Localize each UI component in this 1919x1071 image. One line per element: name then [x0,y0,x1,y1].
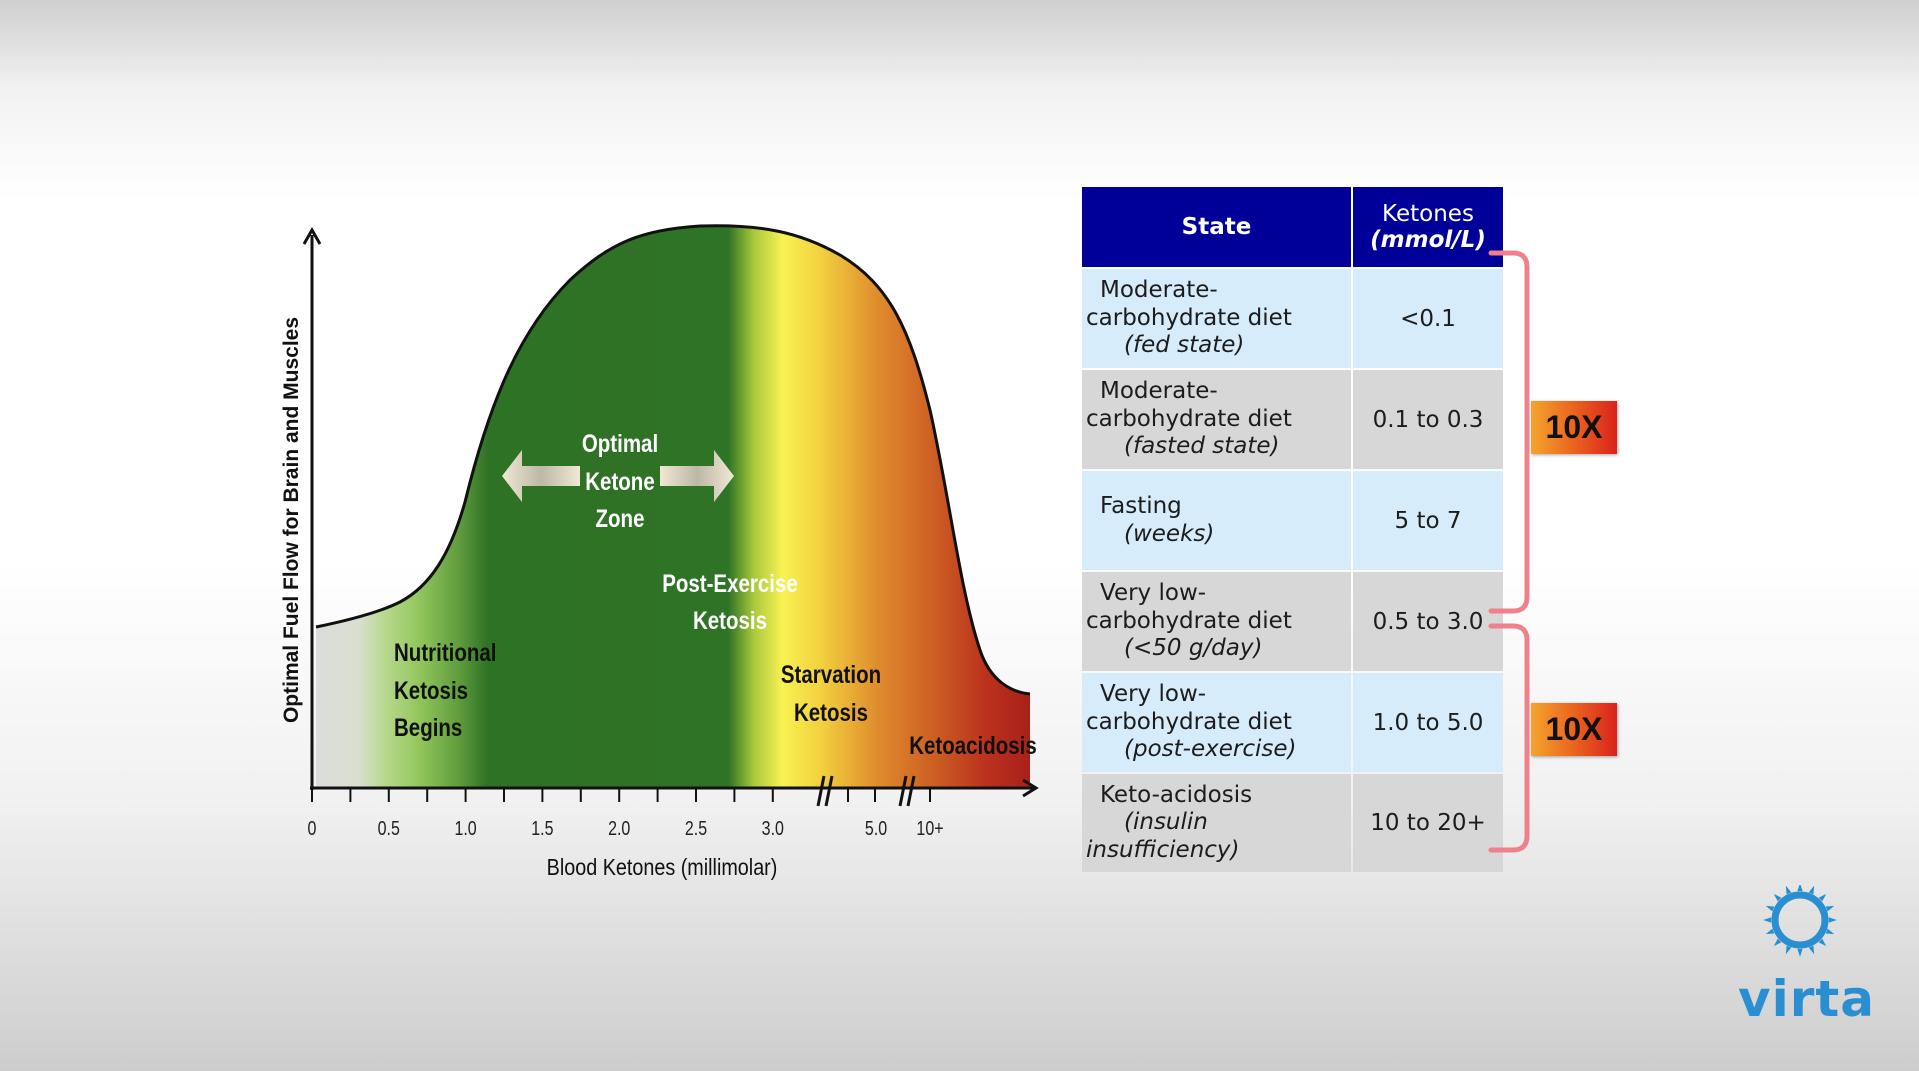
x-tick-label: 3.0 [762,817,784,839]
zone-label-post-exercise: Post-Exercise [662,569,798,597]
header-state: State [1082,187,1351,267]
state-cell: Fasting (weeks) [1082,471,1351,570]
zone-label-starvation-2: Ketosis [794,698,868,726]
state-cell: Keto-acidosis (insulin insufficiency) [1082,774,1351,872]
ketone-value-cell: <0.1 [1353,269,1503,368]
ketone-value-cell: 0.5 to 3.0 [1353,572,1503,671]
x-tick-label: 10+ [916,817,943,839]
badge-10x-upper: 10X [1531,401,1617,454]
x-axis-ticks [311,788,931,802]
table-row: Fasting (weeks) 5 to 7 [1082,471,1503,570]
optimal-zone-double-arrow [502,450,734,502]
badge-10x-lower: 10X [1531,703,1617,756]
x-tick-label: 5.0 [865,817,887,839]
x-tick-label: 2.5 [685,817,707,839]
zone-label-optimal-ketone-3: Zone [596,504,645,532]
table-row: Very low- carbohydrate diet (post-exerci… [1082,673,1503,772]
zone-label-nutritional-ketosis-2: Ketosis [394,676,468,704]
x-axis-title: Blood Ketones (millimolar) [547,855,778,881]
x-tick-label: 1.5 [531,817,553,839]
axis-break-1 [816,775,834,807]
virta-logo: virta [1738,970,1876,1028]
zone-label-nutritional-ketosis-3: Begins [394,713,462,741]
ketone-value-cell: 10 to 20+ [1353,774,1503,872]
ketone-value-cell: 5 to 7 [1353,471,1503,570]
x-tick-label: 1.0 [454,817,476,839]
x-axis-arrow [1022,778,1039,798]
fuel-flow-curve-line [315,224,1031,696]
sun-gear-icon [1763,885,1837,957]
table-header-row: State Ketones (mmol/L) [1082,187,1503,267]
state-cell: Moderate- carbohydrate diet (fasted stat… [1082,370,1351,469]
fuel-flow-curve-area [316,225,1030,788]
table-row: Keto-acidosis (insulin insufficiency) 10… [1082,774,1503,872]
zone-label-starvation: Starvation [781,660,881,688]
ketone-value-cell: 0.1 to 0.3 [1353,370,1503,469]
zone-label-optimal-ketone-2: Ketone [585,467,654,495]
y-axis-title: Optimal Fuel Flow for Brain and Muscles [280,317,303,723]
table-row: Very low- carbohydrate diet (<50 g/day) … [1082,572,1503,671]
bracket-lower [1488,623,1530,853]
x-tick-label: 0.5 [378,817,400,839]
zone-label-nutritional-ketosis: Nutritional [394,638,496,666]
header-ketones: Ketones (mmol/L) [1353,187,1503,267]
zone-label-post-exercise-2: Ketosis [693,606,767,634]
state-cell: Very low- carbohydrate diet (post-exerci… [1082,673,1351,772]
zone-label-optimal-ketone: Optimal [582,429,658,457]
ketone-levels-table: State Ketones (mmol/L) Moderate- carbohy… [1080,185,1505,874]
state-cell: Very low- carbohydrate diet (<50 g/day) [1082,572,1351,671]
axis-break-2 [898,775,916,807]
ketone-value-cell: 1.0 to 5.0 [1353,673,1503,772]
bracket-upper [1488,250,1530,614]
table-row: Moderate- carbohydrate diet (fasted stat… [1082,370,1503,469]
x-axis-tick-labels: 0 0.5 1.0 1.5 2.0 2.5 3.0 5.0 10+ [308,817,944,839]
table-row: Moderate- carbohydrate diet (fed state) … [1082,269,1503,368]
x-tick-label: 0 [308,817,317,839]
state-cell: Moderate- carbohydrate diet (fed state) [1082,269,1351,368]
x-tick-label: 2.0 [608,817,630,839]
zone-label-ketoacidosis: Ketoacidosis [909,731,1037,759]
y-axis-arrow [302,226,322,245]
